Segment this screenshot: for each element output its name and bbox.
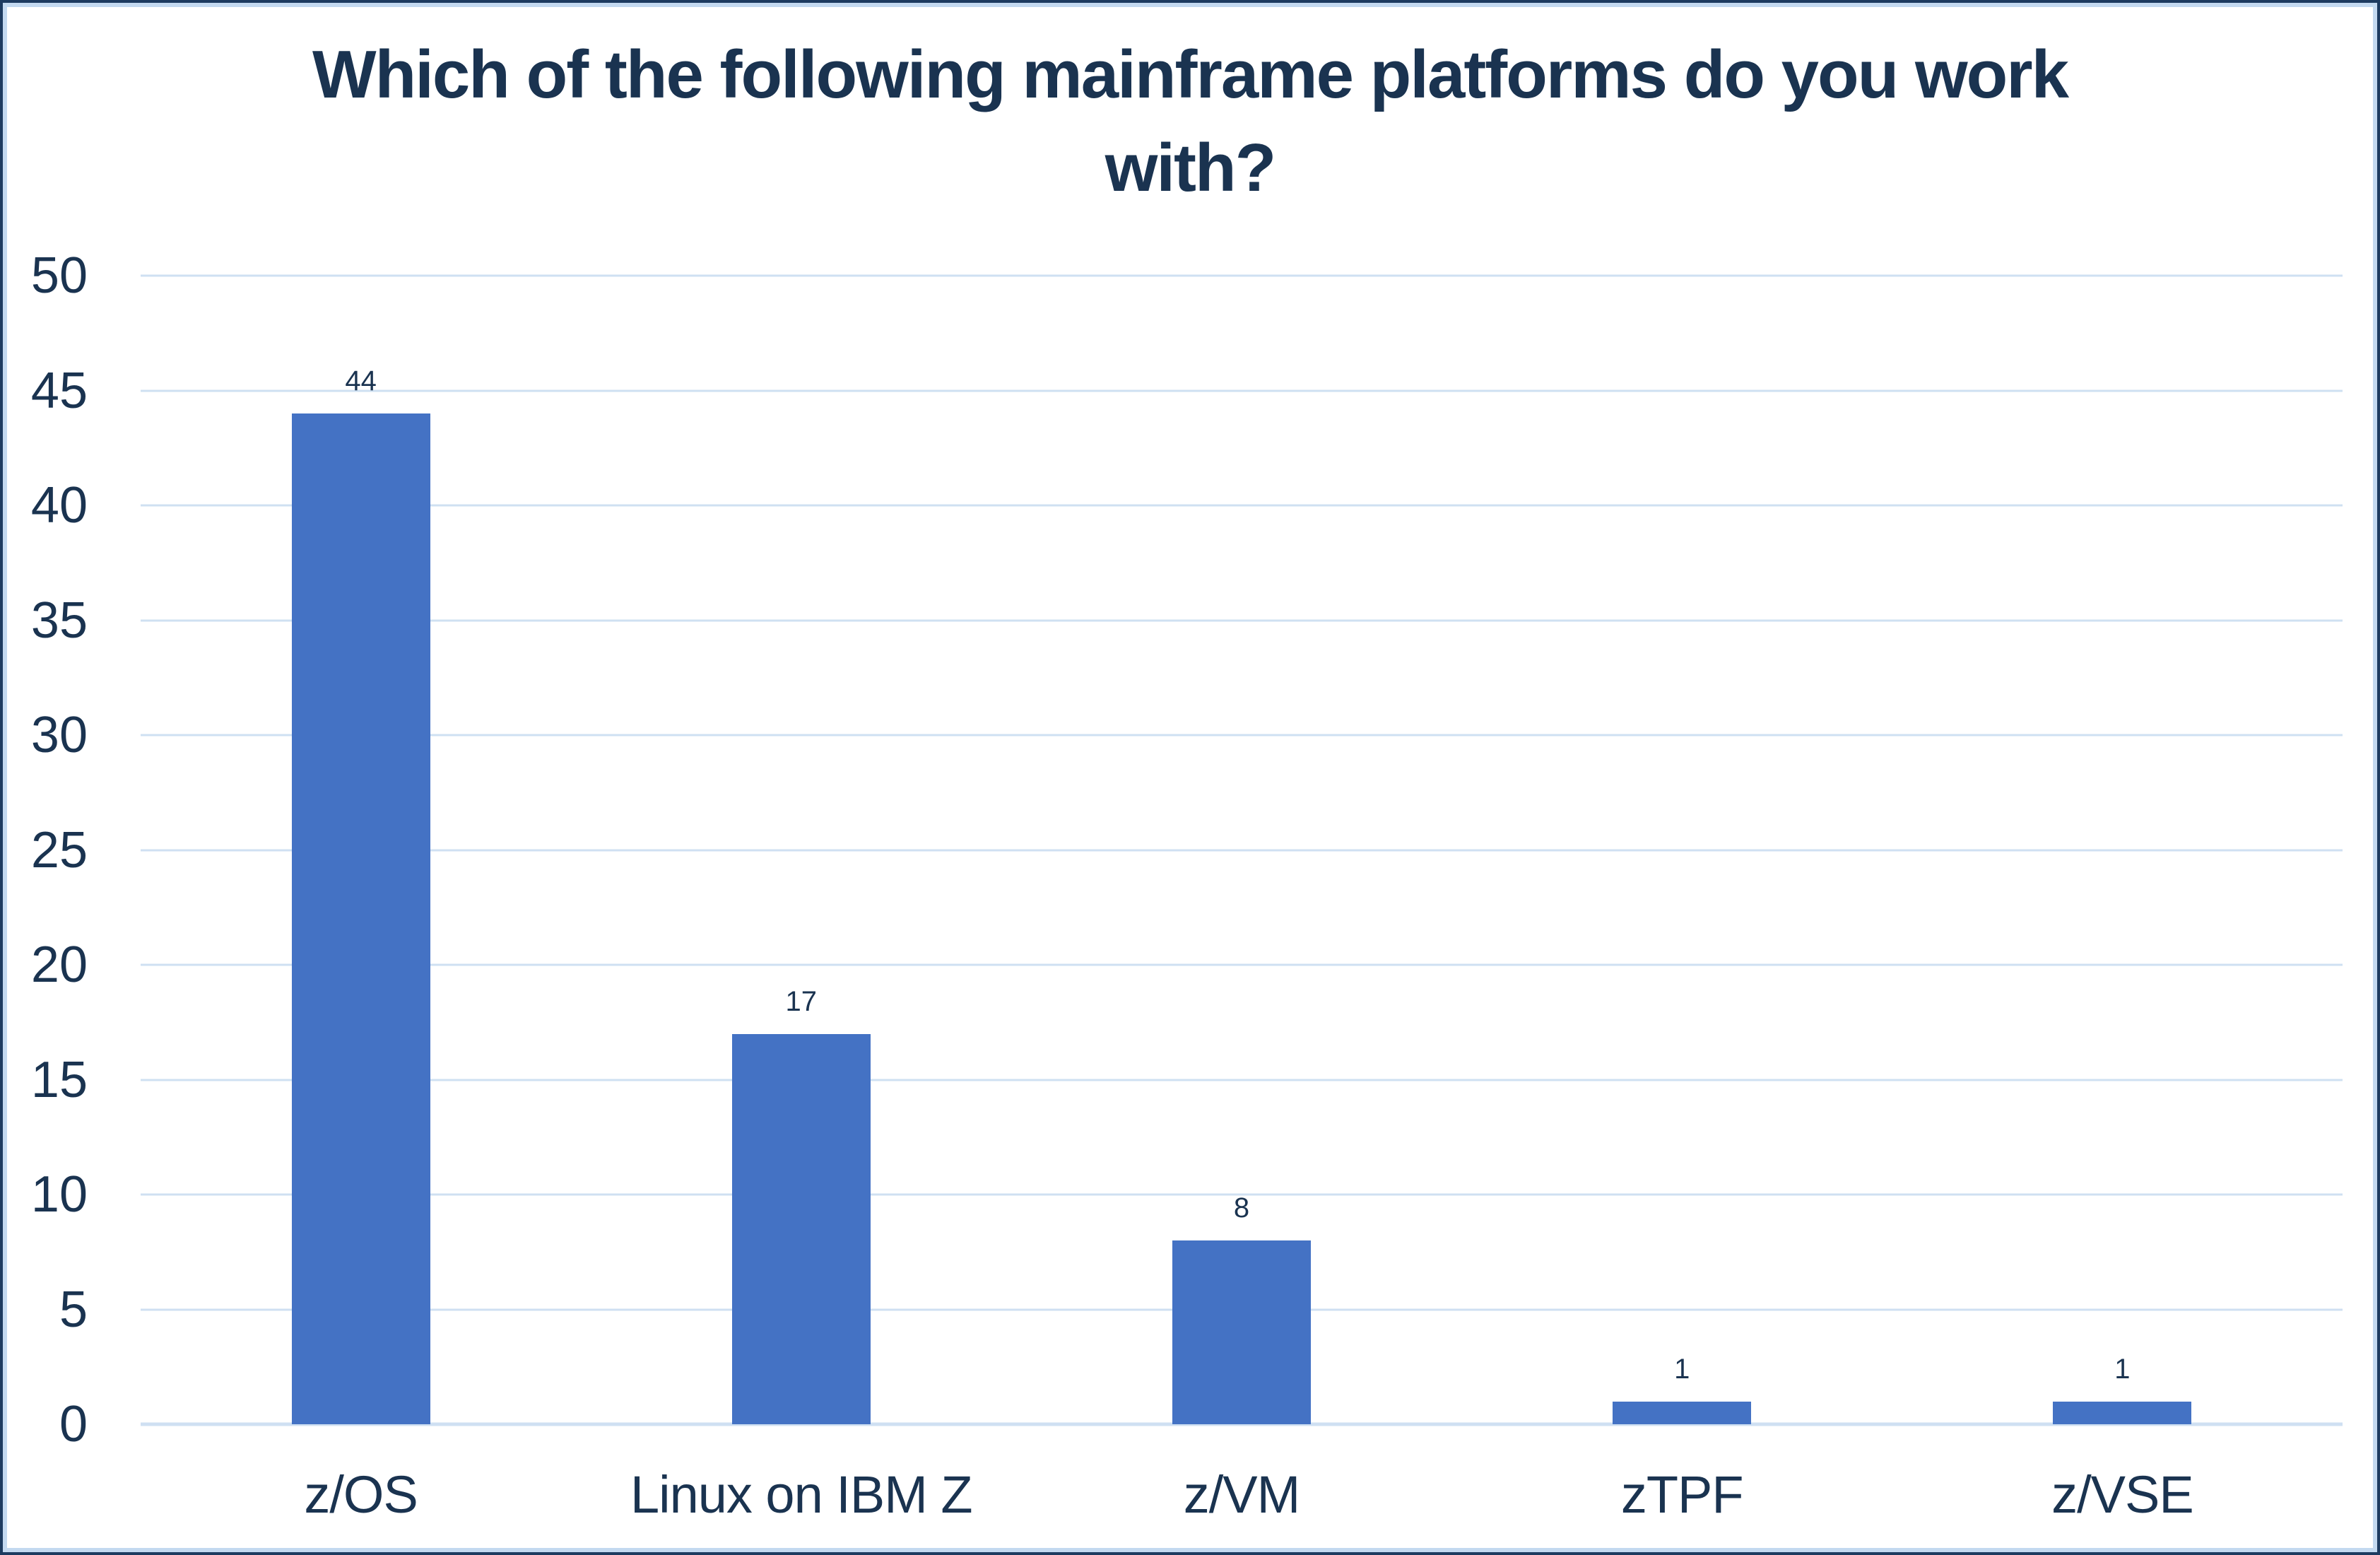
gridline-20	[141, 963, 2343, 966]
x-axis: z/OS Linux on IBM Z z/VM zTPF z/VSE	[141, 1456, 2343, 1534]
y-tick-label-20: 20	[30, 937, 88, 993]
chart-title: Which of the following mainframe platfor…	[3, 28, 2377, 215]
bar-column-z-vm: 8	[1021, 276, 1461, 1424]
y-tick-label-50: 50	[30, 247, 88, 304]
bar-z-vse	[2053, 1401, 2192, 1424]
category-label-linux-on-ibm-z: Linux on IBM Z	[630, 1465, 973, 1524]
bar-z-vm	[1172, 1240, 1311, 1424]
bar-column-z-os: 44	[141, 276, 581, 1424]
gridline-40	[141, 504, 2343, 507]
bar-column-z-vse: 1	[1902, 276, 2343, 1424]
gridline-35	[141, 619, 2343, 621]
bar-column-ztpf: 1	[1462, 276, 1902, 1424]
category-label-ztpf: zTPF	[1620, 1465, 1744, 1524]
category-label-z-vm: z/VM	[1183, 1465, 1301, 1524]
gridline-25	[141, 849, 2343, 851]
data-label-linux-on-ibm-z: 17	[785, 985, 818, 1017]
gridline-10	[141, 1193, 2343, 1196]
chart-title-line-1: Which of the following mainframe platfor…	[312, 37, 2069, 112]
y-tick-label-10: 10	[30, 1166, 88, 1223]
chart-title-line-2: with?	[1104, 130, 1277, 206]
y-tick-label-40: 40	[30, 477, 88, 534]
data-label-z-vm: 8	[1233, 1192, 1250, 1224]
data-label-ztpf: 1	[1674, 1353, 1690, 1385]
bar-z-os	[291, 413, 430, 1424]
y-tick-label-0: 0	[59, 1396, 88, 1453]
gridline-30	[141, 734, 2343, 737]
category-label-z-os: z/OS	[304, 1465, 418, 1524]
gridline-45	[141, 389, 2343, 392]
y-tick-label-15: 15	[30, 1051, 88, 1108]
gridline-50	[141, 274, 2343, 277]
gridline-15	[141, 1079, 2343, 1081]
plot-area: 44 17 8 1 1	[141, 274, 2343, 1426]
data-label-z-os: 44	[345, 365, 377, 397]
bar-column-linux-on-ibm-z: 17	[581, 276, 1021, 1424]
gridline-0	[141, 1422, 2343, 1426]
y-tick-label-45: 45	[30, 362, 88, 419]
y-tick-label-5: 5	[59, 1281, 88, 1338]
category-label-z-vse: z/VSE	[2051, 1465, 2194, 1524]
y-axis: 0 5 10 15 20 25 30 35 40 45 50	[3, 250, 109, 1450]
data-label-z-vse: 1	[2114, 1353, 2131, 1385]
bar-ztpf	[1613, 1401, 1752, 1424]
bar-linux-on-ibm-z	[731, 1033, 871, 1424]
y-tick-label-25: 25	[30, 821, 88, 879]
y-tick-label-30: 30	[30, 707, 88, 763]
bars: 44 17 8 1 1	[141, 276, 2343, 1424]
y-tick-label-35: 35	[30, 592, 88, 649]
